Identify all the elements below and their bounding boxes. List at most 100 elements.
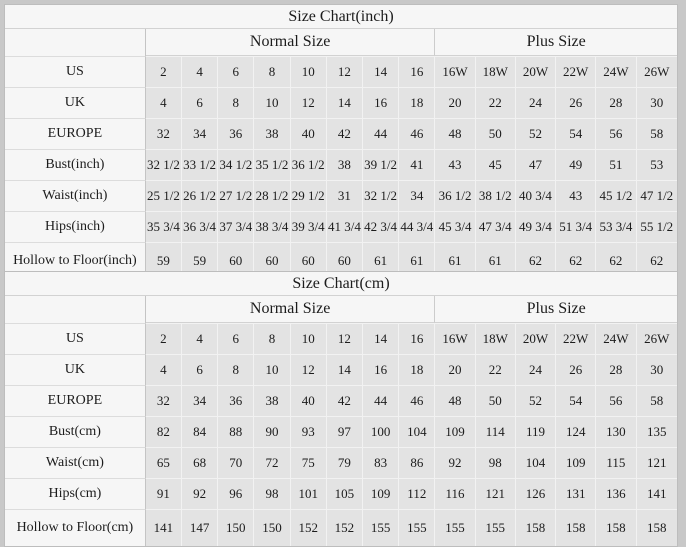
normal-size-value-cell: 155	[399, 509, 436, 546]
plus-size-value-cell: 47	[515, 149, 557, 180]
normal-size-value-cell: 155	[363, 509, 400, 546]
normal-size-value-cell: 92	[182, 478, 219, 509]
size-row: Hips(cm) 91 92 96 98 101 105 109 112 116 121 126 131…	[5, 478, 677, 509]
normal-size-value-cell: 14	[363, 56, 400, 87]
plus-size-value-cell: 158	[596, 509, 637, 546]
plus-size-value-cell: 121	[475, 478, 516, 509]
normal-size-value-cell: 41 3/4	[326, 211, 364, 242]
normal-size-value-cell: 10	[290, 323, 327, 354]
plus-size-value-cell: 56	[596, 118, 637, 149]
plus-size-header: Plus Size	[435, 29, 677, 56]
empty-corner-cell	[5, 29, 146, 56]
normal-size-value-cell: 14	[363, 323, 400, 354]
plus-size-value-cell: 45 3/4	[435, 211, 476, 242]
normal-size-value-cell: 2	[145, 56, 182, 87]
plus-size-value-cell: 126	[515, 478, 557, 509]
normal-size-value-cell: 8	[218, 87, 255, 118]
size-row: Waist(inch) 25 1/2 26 1/2 27 1/2 28 1/2 29 1/…	[5, 180, 677, 211]
plus-size-value-cell: 54	[556, 385, 597, 416]
plus-size-value-cell: 98	[475, 447, 516, 478]
plus-size-value-cell: 54	[556, 118, 597, 149]
normal-size-value-cell: 4	[145, 354, 182, 385]
plus-size-value-cell: 50	[475, 385, 516, 416]
normal-size-value-cell: 32 1/2	[145, 149, 182, 180]
size-row: Bust(cm) 82 84 88 90 93 97 100 104 109 114 119 124 13…	[5, 416, 677, 447]
size-row: US 2 4 6 8 10 12 14 16 16W 18W 20W 22W 24W 26W	[5, 323, 677, 354]
normal-size-value-cell: 98	[254, 478, 291, 509]
normal-size-value-cell: 14	[326, 87, 364, 118]
plus-size-value-cell: 28	[596, 87, 637, 118]
plus-size-value-cell: 109	[556, 447, 597, 478]
normal-size-value-cell: 4	[145, 87, 182, 118]
normal-size-value-cell: 38	[326, 149, 364, 180]
plus-size-value-cell: 24	[515, 87, 557, 118]
normal-size-value-cell: 101	[290, 478, 327, 509]
normal-size-value-cell: 86	[399, 447, 436, 478]
size-chart-inch-body: US 2 4 6 8 10 12 14 16 16W 18W 20W 22W 24W 26W UK 4 6 8 10 1…	[5, 56, 677, 279]
size-row: EUROPE 32 34 36 38 40 42 44 46 48 50 52 54 56 58	[5, 385, 677, 416]
normal-size-value-cell: 26 1/2	[182, 180, 219, 211]
plus-size-value-cell: 18W	[475, 323, 516, 354]
normal-size-header: Normal Size	[145, 29, 436, 56]
normal-size-value-cell: 10	[290, 56, 327, 87]
normal-size-value-cell: 16	[399, 323, 436, 354]
plus-size-value-cell: 26W	[636, 56, 677, 87]
normal-size-value-cell: 10	[254, 87, 291, 118]
normal-size-value-cell: 42	[326, 118, 364, 149]
normal-size-value-cell: 25 1/2	[145, 180, 182, 211]
plus-size-value-cell: 26	[556, 87, 597, 118]
normal-size-value-cell: 6	[218, 56, 255, 87]
normal-size-value-cell: 147	[182, 509, 219, 546]
plus-size-value-cell: 109	[435, 416, 476, 447]
normal-size-value-cell: 16	[363, 354, 400, 385]
normal-size-value-cell: 42 3/4	[363, 211, 400, 242]
empty-corner-cell	[5, 296, 146, 323]
normal-size-value-cell: 40	[290, 385, 327, 416]
normal-size-value-cell: 34	[399, 180, 436, 211]
plus-size-value-cell: 114	[475, 416, 516, 447]
plus-size-value-cell: 58	[636, 385, 677, 416]
normal-size-value-cell: 35 3/4	[145, 211, 182, 242]
normal-size-value-cell: 40	[290, 118, 327, 149]
normal-size-value-cell: 34	[182, 118, 219, 149]
plus-size-value-cell: 104	[515, 447, 557, 478]
plus-size-value-cell: 45 1/2	[596, 180, 637, 211]
normal-size-value-cell: 6	[218, 323, 255, 354]
normal-size-value-cell: 65	[145, 447, 182, 478]
plus-size-value-cell: 136	[596, 478, 637, 509]
plus-size-value-cell: 16W	[435, 323, 476, 354]
size-chart-inch-table: Size Chart(inch) Normal Size Plus Size U…	[4, 4, 678, 280]
size-row: Bust(inch) 32 1/2 33 1/2 34 1/2 35 1/2 36 1/2…	[5, 149, 677, 180]
size-row: Hollow to Floor(cm) 141 147 150 150 152 152 155…	[5, 509, 677, 546]
row-label: Hollow to Floor(cm)	[5, 509, 146, 546]
normal-size-value-cell: 72	[254, 447, 291, 478]
plus-size-value-cell: 22W	[556, 56, 597, 87]
plus-size-value-cell: 16W	[435, 56, 476, 87]
plus-size-value-cell: 36 1/2	[435, 180, 476, 211]
size-chart-page: { "colors": { "page_background": "#c8c8c…	[4, 4, 678, 547]
plus-size-value-cell: 155	[435, 509, 476, 546]
plus-size-header: Plus Size	[435, 296, 677, 323]
normal-size-value-cell: 27 1/2	[218, 180, 255, 211]
normal-size-value-cell: 152	[326, 509, 364, 546]
normal-size-value-cell: 83	[363, 447, 400, 478]
normal-size-value-cell: 8	[254, 56, 291, 87]
normal-size-value-cell: 34	[182, 385, 219, 416]
normal-size-value-cell: 4	[182, 323, 219, 354]
normal-size-value-cell: 31	[326, 180, 364, 211]
size-chart-cm-body: US 2 4 6 8 10 12 14 16 16W 18W 20W 22W 24W 26W UK 4 6 8 10 1…	[5, 323, 677, 546]
normal-size-value-cell: 44	[363, 385, 400, 416]
normal-size-value-cell: 29 1/2	[290, 180, 327, 211]
plus-size-value-cell: 49	[556, 149, 597, 180]
plus-size-value-cell: 51	[596, 149, 637, 180]
normal-size-value-cell: 36 1/2	[290, 149, 327, 180]
plus-size-value-cell: 45	[475, 149, 516, 180]
normal-size-value-cell: 90	[254, 416, 291, 447]
plus-size-value-cell: 30	[636, 87, 677, 118]
plus-size-value-cell: 56	[596, 385, 637, 416]
normal-size-value-cell: 75	[290, 447, 327, 478]
normal-size-value-cell: 38 3/4	[254, 211, 291, 242]
plus-size-value-cell: 26W	[636, 323, 677, 354]
normal-size-value-cell: 6	[182, 87, 219, 118]
normal-size-value-cell: 44	[363, 118, 400, 149]
